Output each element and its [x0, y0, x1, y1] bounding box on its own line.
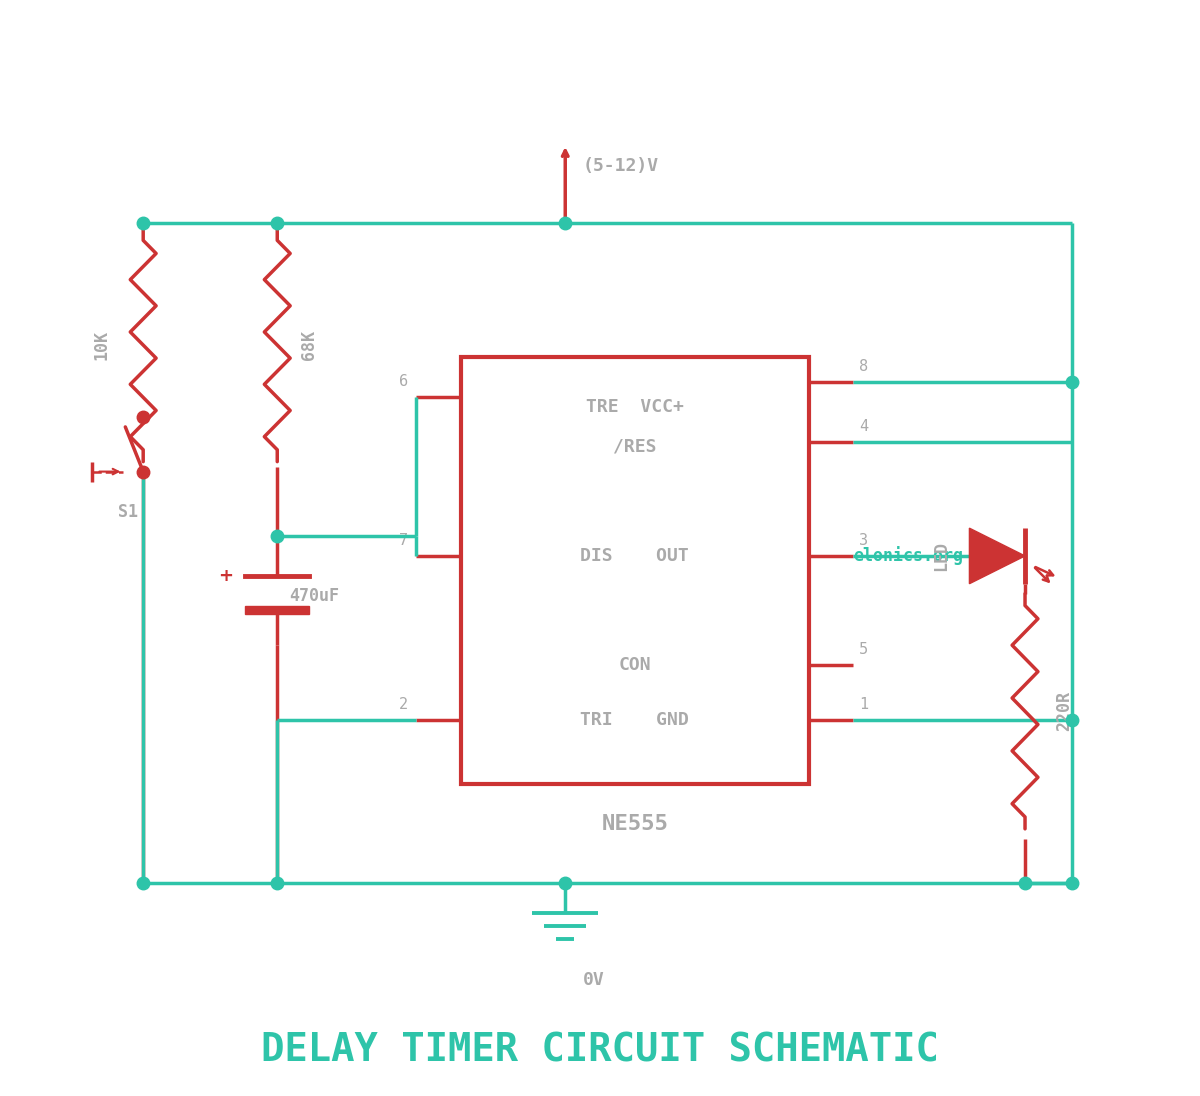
Text: /RES: /RES [613, 437, 656, 456]
Text: 4: 4 [859, 419, 869, 434]
Text: 5: 5 [859, 642, 869, 658]
Text: 470uF: 470uF [289, 586, 340, 605]
Text: NE555: NE555 [601, 814, 668, 834]
Text: elonics.org: elonics.org [853, 547, 964, 566]
Text: 0V: 0V [583, 971, 605, 989]
Text: CON: CON [618, 657, 652, 674]
Text: DELAY TIMER CIRCUIT SCHEMATIC: DELAY TIMER CIRCUIT SCHEMATIC [262, 1031, 938, 1070]
Text: 220R: 220R [1055, 692, 1073, 731]
Text: 6: 6 [400, 374, 408, 389]
Bar [461, 357, 809, 785]
Text: S1: S1 [119, 503, 138, 522]
Text: 10K: 10K [92, 330, 110, 361]
Text: LED: LED [932, 541, 950, 571]
Polygon shape [970, 528, 1025, 584]
Bar [246, 606, 310, 615]
Text: TRI    GND: TRI GND [581, 710, 689, 729]
Text: 1: 1 [859, 697, 869, 711]
Text: TRE  VCC+: TRE VCC+ [586, 398, 684, 416]
Text: 8: 8 [859, 359, 869, 375]
Text: 7: 7 [400, 533, 408, 548]
Text: (5-12)V: (5-12)V [583, 157, 659, 175]
Text: 2: 2 [400, 697, 408, 711]
Text: 68K: 68K [300, 330, 318, 361]
Text: +: + [218, 567, 234, 585]
Text: 3: 3 [859, 533, 869, 548]
Text: DIS    OUT: DIS OUT [581, 547, 689, 564]
